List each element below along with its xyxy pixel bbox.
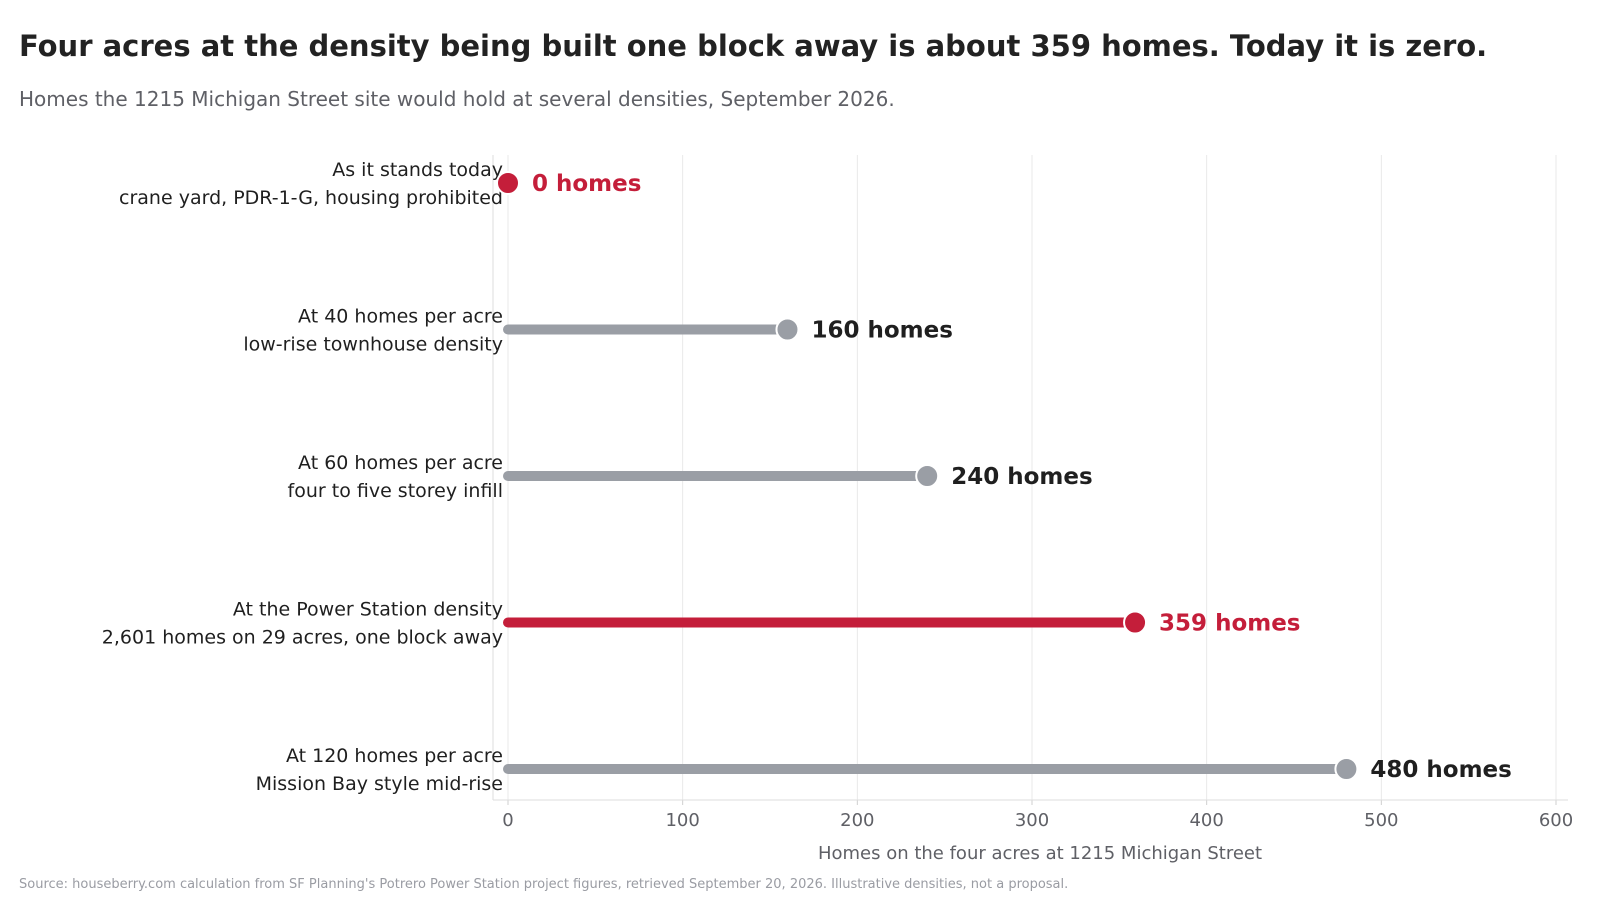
x-tick-label: 300 bbox=[1015, 810, 1049, 831]
lollipop-dot bbox=[915, 464, 940, 488]
lollipop-dot bbox=[775, 317, 800, 342]
x-tick-label: 200 bbox=[840, 810, 874, 831]
category-label-primary: As it stands today bbox=[332, 159, 503, 181]
x-axis-label: Homes on the four acres at 1215 Michigan… bbox=[818, 843, 1262, 864]
axes bbox=[492, 155, 1568, 805]
value-label: 359 homes bbox=[1159, 611, 1300, 637]
value-label: 240 homes bbox=[951, 464, 1092, 490]
category-label-secondary: four to five storey infill bbox=[288, 480, 503, 502]
category-label-primary: At 120 homes per acre bbox=[286, 745, 503, 767]
category-label-secondary: 2,601 homes on 29 acres, one block away bbox=[102, 627, 503, 649]
lollipop-marks bbox=[496, 171, 1359, 781]
value-label: 480 homes bbox=[1370, 757, 1511, 783]
category-label-primary: At 60 homes per acre bbox=[298, 452, 503, 474]
category-label-secondary: crane yard, PDR-1-G, housing prohibited bbox=[119, 187, 503, 209]
value-label: 160 homes bbox=[811, 318, 952, 344]
lollipop-dot bbox=[1123, 610, 1148, 635]
value-labels: 0 homes 160 homes 240 homes 359 homes 480 ho… bbox=[532, 171, 1512, 783]
x-tick-labels: 0 100 200 300 400 500 600 bbox=[502, 810, 1573, 831]
chart-title: Four acres at the density being built on… bbox=[19, 29, 1488, 63]
category-label-primary: At 40 homes per acre bbox=[298, 306, 503, 328]
chart-subtitle: Homes the 1215 Michigan Street site woul… bbox=[19, 87, 895, 111]
category-labels: As it stands today crane yard, PDR-1-G, h… bbox=[102, 159, 503, 795]
x-tick-label: 600 bbox=[1539, 810, 1573, 831]
lollipop-dot bbox=[1334, 757, 1359, 781]
source-note: Source: houseberry.com calculation from … bbox=[19, 877, 1069, 892]
x-tick-label: 400 bbox=[1189, 810, 1223, 831]
category-label-secondary: low-rise townhouse density bbox=[243, 334, 503, 356]
value-label: 0 homes bbox=[532, 171, 641, 197]
x-tick-label: 0 bbox=[502, 810, 513, 831]
x-tick-label: 500 bbox=[1364, 810, 1398, 831]
category-label-secondary: Mission Bay style mid-rise bbox=[256, 773, 503, 795]
x-tick-label: 100 bbox=[665, 810, 699, 831]
lollipop-dot bbox=[496, 171, 520, 195]
category-label-primary: At the Power Station density bbox=[233, 599, 503, 621]
